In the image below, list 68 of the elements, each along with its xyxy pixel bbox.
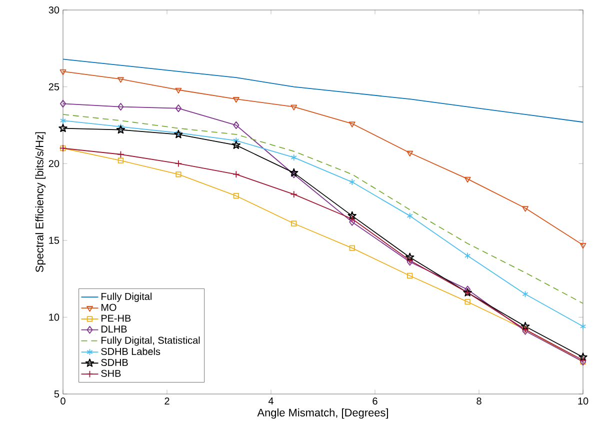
point — [406, 252, 414, 262]
point — [232, 97, 240, 103]
point — [232, 140, 241, 149]
y-tick-label: 5 — [54, 390, 60, 398]
point — [174, 160, 182, 168]
legend-label: SDHB — [101, 358, 128, 366]
point — [116, 125, 126, 134]
point — [464, 299, 470, 305]
legend-label: Fully Digital — [102, 292, 152, 302]
point — [290, 154, 297, 161]
legend-label: MO — [102, 304, 116, 311]
x-tick-label: 6 — [372, 398, 378, 405]
point — [348, 211, 356, 220]
point — [290, 104, 298, 110]
y-axis-title: Spectral Efficiency [bits/s/Hz] — [35, 132, 46, 272]
point — [580, 242, 586, 249]
point — [118, 77, 124, 83]
x-tick-label: 4 — [268, 398, 274, 404]
point — [348, 122, 356, 128]
legend-label: Fully Digital, Statistical — [102, 336, 200, 346]
point — [233, 137, 240, 144]
legend-label: PE-HB — [102, 314, 131, 322]
point — [522, 290, 528, 298]
point — [349, 245, 355, 251]
point — [522, 206, 528, 212]
point — [578, 352, 588, 361]
legend-label: SHB — [101, 370, 121, 377]
point — [290, 190, 298, 198]
line-series — [63, 58, 584, 123]
point — [520, 322, 530, 330]
point — [60, 117, 66, 124]
point — [407, 272, 413, 279]
point — [175, 104, 182, 112]
point — [349, 218, 356, 226]
point — [118, 123, 124, 130]
point — [58, 124, 68, 132]
x-tick-label: 8 — [476, 398, 482, 405]
y-tick-label: 20 — [48, 160, 60, 168]
point — [290, 170, 297, 178]
point — [117, 150, 124, 158]
point — [580, 322, 586, 330]
legend-label: SDHB Labels — [101, 348, 160, 356]
y-tick-label: 30 — [48, 6, 60, 14]
legend-label: DLHB — [102, 326, 127, 333]
point — [291, 220, 297, 226]
point — [118, 158, 124, 164]
point — [60, 100, 66, 108]
point — [232, 170, 240, 178]
x-tick-label: 0 — [60, 398, 66, 405]
point — [176, 172, 182, 178]
point — [118, 102, 124, 111]
y-tick-label: 15 — [49, 236, 60, 244]
point — [348, 215, 356, 223]
point — [290, 168, 298, 177]
point — [60, 69, 66, 76]
x-axis-title: Angle Mismatch, [Degrees] — [257, 408, 388, 419]
point — [233, 193, 240, 199]
point — [464, 252, 471, 260]
point — [406, 212, 413, 220]
x-tick-label: 2 — [164, 398, 170, 404]
point — [175, 88, 182, 94]
y-tick-label: 25 — [48, 83, 60, 90]
point — [406, 150, 414, 156]
x-tick-label: 10 — [578, 398, 588, 405]
y-tick-label: 10 — [49, 314, 60, 321]
point — [233, 121, 240, 130]
point — [464, 176, 471, 183]
point — [349, 178, 356, 186]
